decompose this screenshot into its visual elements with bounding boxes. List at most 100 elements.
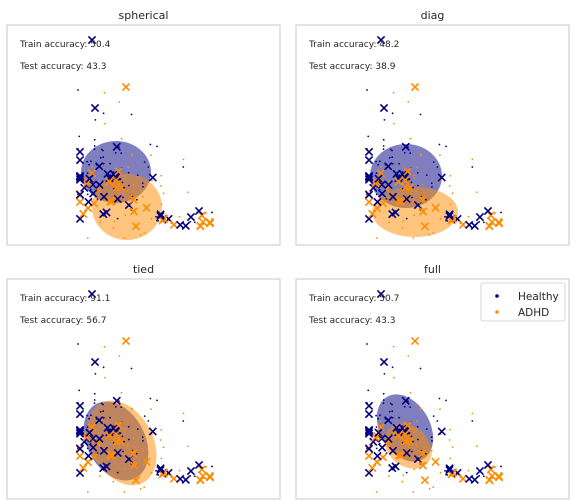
adhd-test-point [376, 423, 386, 432]
scatter-points-full [364, 289, 504, 493]
healthy-test-point [84, 451, 93, 461]
adhd-test-point [107, 450, 116, 459]
healthy-train-point [93, 402, 96, 404]
healthy-test-point [75, 427, 85, 437]
adhd-train-point [439, 471, 442, 474]
healthy-train-point [121, 181, 124, 184]
healthy-test-point [377, 180, 386, 189]
healthy-train-point [77, 89, 79, 91]
adhd-test-point [420, 476, 430, 485]
healthy-test-point [483, 206, 493, 216]
healthy-train-point [86, 160, 88, 163]
healthy-test-point [377, 443, 387, 452]
healthy-train-point [391, 112, 394, 115]
healthy-test-point [401, 396, 410, 405]
healthy-train-point [500, 465, 502, 468]
healthy-test-point [75, 175, 85, 184]
healthy-test-point [186, 212, 196, 222]
adhd-train-point [133, 195, 136, 198]
adhd-train-point [127, 445, 130, 447]
adhd-test-point [114, 167, 123, 176]
adhd-test-point [410, 336, 420, 346]
healthy-train-point [120, 406, 123, 408]
adhd-train-point [160, 457, 163, 460]
adhd-train-point [422, 449, 425, 452]
healthy-train-point [136, 428, 139, 430]
adhd-train-point [399, 188, 402, 190]
healthy-test-point [85, 174, 94, 183]
healthy-test-point [388, 446, 398, 456]
adhd-test-point [114, 421, 123, 430]
healthy-train-point [431, 186, 433, 188]
healthy-train-point [141, 436, 144, 439]
healthy-train-point [130, 367, 133, 370]
healthy-train-point [438, 143, 441, 146]
scatter-points-tied [75, 289, 215, 493]
adhd-test-point [105, 177, 114, 186]
healthy-train-point [149, 397, 152, 400]
adhd-test-point [431, 203, 440, 212]
healthy-train-point [375, 160, 377, 163]
adhd-train-point [415, 189, 417, 192]
healthy-train-point [90, 414, 92, 417]
healthy-train-point [123, 186, 125, 189]
adhd-train-point [401, 480, 404, 483]
healthy-test-point [176, 220, 185, 230]
healthy-test-point [75, 190, 85, 200]
healthy-train-point [182, 166, 185, 168]
adhd-test-point [197, 465, 207, 474]
adhd-train-point [389, 442, 392, 445]
healthy-train-point [425, 174, 428, 177]
adhd-train-point [120, 391, 123, 394]
adhd-train-point [467, 469, 470, 472]
adhd-train-point [160, 203, 163, 206]
adhd-train-point [449, 428, 452, 431]
healthy-train-point [141, 182, 144, 185]
adhd-test-point [486, 211, 496, 220]
panel-title-full: full [424, 263, 441, 276]
legend-marker-healthy [495, 294, 499, 298]
panel-title-tied: tied [133, 263, 154, 276]
adhd-train-point [103, 345, 106, 348]
legend-box [480, 282, 566, 322]
adhd-train-point [449, 457, 452, 460]
adhd-train-point [416, 420, 418, 423]
healthy-test-point [105, 427, 114, 437]
adhd-train-point [123, 237, 126, 239]
healthy-train-point [398, 416, 400, 419]
healthy-test-point [88, 443, 98, 452]
adhd-train-point [430, 195, 433, 198]
healthy-train-point [157, 220, 160, 222]
healthy-test-point [90, 103, 100, 113]
adhd-train-point [112, 480, 115, 483]
healthy-test-point [445, 465, 454, 475]
adhd-test-point [205, 472, 215, 481]
adhd-test-point [403, 167, 412, 176]
healthy-train-point [130, 113, 133, 116]
healthy-test-point [445, 464, 454, 473]
healthy-train-point [391, 410, 394, 413]
adhd-test-point [131, 476, 141, 485]
healthy-test-point [402, 448, 411, 458]
healthy-test-point [379, 357, 389, 367]
adhd-train-point [186, 445, 189, 448]
adhd-train-point [380, 166, 382, 168]
adhd-train-point [124, 431, 127, 433]
adhd-test-point [129, 461, 139, 470]
healthy-train-point [367, 389, 370, 392]
healthy-train-point [102, 366, 105, 369]
healthy-train-point [100, 402, 103, 405]
adhd-test-point [487, 217, 497, 227]
healthy-train-point [86, 172, 89, 175]
adhd-test-point [368, 209, 377, 219]
adhd-train-point [139, 487, 142, 490]
healthy-test-point [369, 183, 378, 192]
healthy-train-point [500, 211, 502, 214]
adhd-train-point [448, 439, 451, 441]
healthy-train-point [93, 138, 96, 141]
adhd-train-point [475, 445, 478, 448]
healthy-test-point [90, 357, 100, 367]
healthy-test-point [75, 173, 85, 183]
healthy-test-point [75, 409, 85, 419]
